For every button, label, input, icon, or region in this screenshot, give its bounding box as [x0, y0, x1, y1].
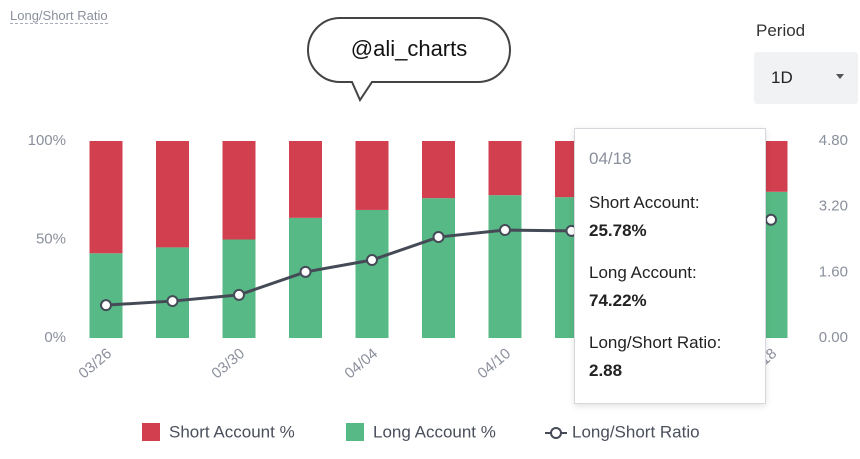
watermark: @ali_charts: [351, 36, 468, 61]
legend-label: Short Account %: [169, 422, 295, 441]
tooltip-date: 04/18: [589, 149, 632, 168]
callout-bubble: [307, 17, 511, 103]
tooltip-value: 25.78%: [589, 221, 647, 240]
bar-short: [89, 141, 123, 254]
bar-short: [488, 141, 522, 196]
ratio-point: [366, 254, 378, 267]
ratio-point: [100, 299, 112, 312]
legend-swatch-dot: [550, 427, 562, 439]
period-dropdown[interactable]: 1D: [754, 52, 858, 104]
legend-label: Long/Short Ratio: [572, 422, 700, 441]
y-tick-label: 50%: [36, 230, 66, 247]
tooltip-value: 2.88: [589, 361, 623, 380]
y-tick-label: 0%: [44, 329, 66, 346]
bar-long: [156, 247, 189, 338]
bar-long: [422, 198, 455, 338]
tooltip: 04/18 Short Account: 25.78% Long Account…: [574, 128, 766, 404]
x-tick-label: 03/30: [208, 345, 248, 382]
tooltip-label: Long/Short Ratio:: [589, 333, 722, 352]
bar-short: [289, 141, 322, 218]
title-link[interactable]: Long/Short Ratio: [10, 8, 108, 24]
tooltip-label: Short Account:: [589, 193, 700, 212]
plot: 0% 50% 100% 0.00 1.60 3.20 4.80 03/26 03/30 04/04…: [28, 132, 848, 442]
ratio-point: [765, 213, 777, 226]
period-value: 1D: [771, 68, 793, 87]
y2-tick-label: 3.20: [819, 198, 848, 215]
dropdown-arrow: [836, 74, 844, 79]
tooltip-label: Long Account:: [589, 263, 697, 282]
bar-long: [355, 209, 389, 338]
legend-label: Long Account %: [373, 422, 496, 441]
bar-long: [488, 195, 522, 338]
x-tick-label: 03/26: [75, 345, 115, 382]
period-label: Period: [756, 21, 806, 40]
legend-swatch: [142, 423, 160, 441]
x-tick-label: 04/10: [474, 345, 514, 382]
tooltip-value: 74.22%: [589, 291, 647, 310]
y2-tick-label: 0.00: [819, 329, 848, 346]
ratio-point: [233, 288, 245, 301]
y2-tick-label: 4.80: [819, 132, 848, 149]
bar-long: [222, 239, 256, 338]
bar-short: [355, 141, 389, 210]
bar-short: [222, 141, 256, 240]
legend-swatch: [346, 423, 364, 441]
ratio-point: [432, 231, 445, 244]
y2-tick-label: 1.60: [819, 263, 848, 280]
ratio-point: [166, 295, 179, 308]
ratio-point: [299, 265, 312, 278]
bar-short: [422, 141, 455, 199]
bar-long: [89, 253, 123, 338]
bar-short: [156, 141, 189, 248]
ratio-point: [499, 224, 511, 237]
y-tick-label: 100%: [28, 132, 66, 149]
x-tick-label: 04/04: [341, 345, 381, 382]
